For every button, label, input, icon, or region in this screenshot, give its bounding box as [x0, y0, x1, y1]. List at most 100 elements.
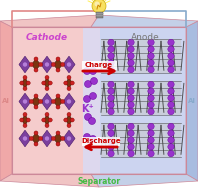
Circle shape	[148, 60, 154, 66]
Polygon shape	[19, 130, 31, 147]
Circle shape	[34, 142, 38, 146]
Circle shape	[108, 66, 114, 73]
Circle shape	[20, 81, 24, 85]
Text: Charge: Charge	[85, 63, 113, 68]
Circle shape	[148, 144, 154, 150]
Circle shape	[51, 99, 55, 104]
Circle shape	[61, 136, 65, 140]
Circle shape	[128, 66, 134, 73]
Polygon shape	[31, 59, 41, 70]
Circle shape	[23, 124, 27, 128]
Circle shape	[34, 105, 38, 109]
Polygon shape	[41, 56, 53, 73]
Circle shape	[128, 137, 134, 143]
Polygon shape	[0, 21, 12, 181]
Circle shape	[29, 63, 33, 67]
Circle shape	[23, 62, 27, 67]
Circle shape	[94, 2, 100, 6]
Circle shape	[108, 144, 114, 150]
Circle shape	[45, 87, 49, 91]
Text: Al: Al	[188, 98, 196, 104]
Circle shape	[108, 46, 114, 52]
Polygon shape	[0, 174, 99, 187]
Circle shape	[39, 99, 43, 104]
Polygon shape	[41, 130, 53, 147]
Circle shape	[128, 81, 134, 88]
Circle shape	[128, 39, 134, 46]
Circle shape	[23, 136, 27, 141]
Circle shape	[51, 63, 55, 67]
Polygon shape	[66, 77, 72, 89]
Polygon shape	[66, 115, 72, 125]
Circle shape	[108, 53, 114, 59]
Circle shape	[56, 68, 60, 72]
Circle shape	[108, 137, 114, 143]
Circle shape	[45, 62, 49, 67]
Circle shape	[85, 114, 91, 121]
Circle shape	[168, 150, 174, 157]
Circle shape	[67, 124, 71, 128]
Circle shape	[148, 66, 154, 73]
Circle shape	[39, 63, 43, 67]
Circle shape	[148, 81, 154, 88]
Text: Separator: Separator	[77, 177, 121, 185]
Circle shape	[128, 144, 134, 150]
Circle shape	[56, 57, 60, 61]
Circle shape	[56, 94, 60, 98]
Bar	[101, 39, 181, 73]
Bar	[95, 12, 103, 18]
Circle shape	[90, 77, 97, 84]
Circle shape	[45, 75, 49, 79]
Circle shape	[168, 81, 174, 88]
Polygon shape	[19, 93, 31, 110]
Circle shape	[89, 67, 96, 74]
Circle shape	[128, 88, 134, 94]
Circle shape	[148, 53, 154, 59]
Circle shape	[128, 108, 134, 115]
Circle shape	[51, 136, 55, 140]
Circle shape	[148, 95, 154, 101]
Circle shape	[20, 118, 24, 122]
Polygon shape	[31, 96, 41, 107]
Circle shape	[168, 123, 174, 130]
Circle shape	[48, 81, 52, 85]
Circle shape	[168, 130, 174, 136]
Circle shape	[148, 137, 154, 143]
Circle shape	[85, 81, 91, 88]
Circle shape	[84, 95, 90, 102]
Circle shape	[148, 108, 154, 115]
Circle shape	[128, 123, 134, 130]
Circle shape	[61, 99, 65, 104]
Circle shape	[148, 46, 154, 52]
Circle shape	[56, 131, 60, 135]
Text: Al: Al	[2, 98, 10, 104]
Circle shape	[148, 123, 154, 130]
Text: Discharge: Discharge	[81, 139, 121, 145]
Circle shape	[168, 95, 174, 101]
Circle shape	[56, 105, 60, 109]
Circle shape	[168, 102, 174, 108]
Circle shape	[26, 81, 30, 85]
Circle shape	[61, 63, 65, 67]
Bar	[12, 27, 186, 174]
Polygon shape	[44, 77, 50, 89]
Polygon shape	[53, 133, 63, 144]
Circle shape	[168, 108, 174, 115]
Circle shape	[168, 39, 174, 46]
Circle shape	[168, 46, 174, 52]
Bar	[101, 81, 181, 115]
Circle shape	[108, 123, 114, 130]
Bar	[82, 137, 120, 146]
Circle shape	[128, 46, 134, 52]
Polygon shape	[41, 93, 53, 110]
Text: Anode: Anode	[131, 33, 159, 42]
Polygon shape	[19, 56, 31, 73]
Circle shape	[108, 95, 114, 101]
Circle shape	[108, 81, 114, 88]
Bar	[101, 123, 181, 157]
Circle shape	[23, 87, 27, 91]
Circle shape	[26, 118, 30, 122]
Circle shape	[128, 150, 134, 157]
Text: Cathode: Cathode	[26, 33, 68, 42]
Circle shape	[84, 133, 90, 140]
